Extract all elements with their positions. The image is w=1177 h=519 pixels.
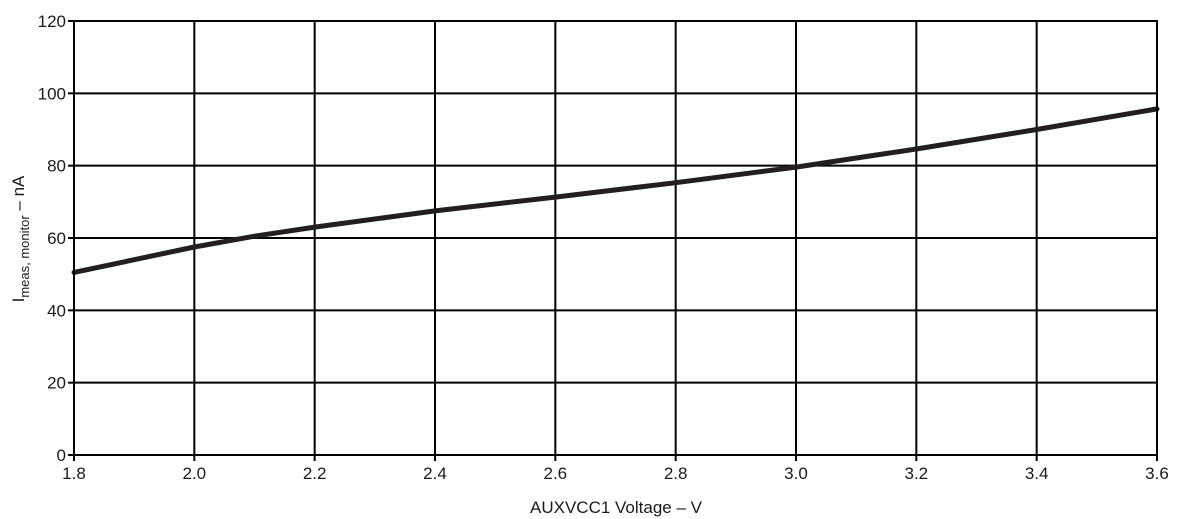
x-axis-title: AUXVCC1 Voltage – V [530,498,703,517]
x-tick-label: 3.6 [1145,464,1169,483]
y-tick-label: 80 [47,157,66,176]
y-tick-label: 60 [47,229,66,248]
y-axis-tick-labels: 0 20 40 60 80 100 120 [38,12,66,465]
series-line [71,106,1160,275]
x-tick-label: 1.8 [62,464,86,483]
y-tick-label: 120 [38,12,66,31]
x-axis-tick-labels: 1.8 2.0 2.2 2.4 2.6 2.8 3.0 3.2 3.4 3.6 [62,464,1169,483]
y-tick-label: 100 [38,84,66,103]
y-tick-label: 20 [47,374,66,393]
y-axis-title-subscript: meas, monitor [17,215,32,298]
series-group [71,106,1160,275]
x-tick-label: 3.2 [905,464,929,483]
x-tick-label: 2.8 [664,464,688,483]
x-tick-label: 2.4 [423,464,447,483]
y-axis-title-main: I [9,298,28,303]
x-tick-label: 3.0 [784,464,808,483]
y-tick-label: 0 [57,446,66,465]
y-axis-title: Imeas, monitor – nA [9,175,32,302]
plot-area-border [73,20,1158,456]
x-tick-label: 2.0 [183,464,207,483]
x-tick-label: 2.2 [303,464,327,483]
y-axis-title-suffix: – nA [9,175,28,215]
y-tick-label: 40 [47,301,66,320]
x-tick-label: 2.6 [544,464,568,483]
x-tick-label: 3.4 [1025,464,1049,483]
plot-frame [73,20,1158,456]
